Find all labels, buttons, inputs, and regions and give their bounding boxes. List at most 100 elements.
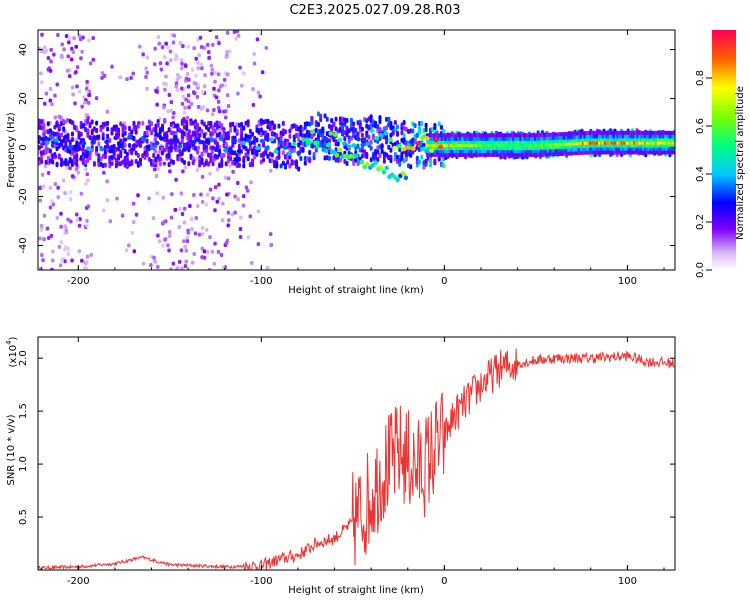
spectrogram-cell <box>371 133 375 139</box>
spectrogram-cell <box>559 148 562 153</box>
spectrogram-cell <box>528 146 531 151</box>
spectrogram-cell <box>349 135 353 141</box>
spectrogram-cell <box>603 150 606 155</box>
spectrogram-cell <box>80 147 85 152</box>
spectrogram-cell <box>524 133 528 138</box>
spectrogram-cell <box>572 135 575 140</box>
spectrogram-cell <box>180 101 185 106</box>
spectrogram-cell <box>87 93 92 98</box>
spectrogram-cell <box>649 140 652 145</box>
spectrogram-cell <box>153 137 158 142</box>
spectrogram-cell <box>625 146 628 151</box>
spectrogram-cell <box>654 130 658 135</box>
spectrogram-cell <box>123 130 127 136</box>
spectrogram-cell <box>61 178 66 183</box>
spectrogram-cell <box>152 62 157 67</box>
spectrogram-cell <box>117 131 121 137</box>
spectrogram-blob <box>172 135 178 140</box>
spectrogram-cell <box>537 140 540 145</box>
spectrogram-cell <box>213 241 217 246</box>
snr-y-label: SNR (10 * v/v) <box>6 414 17 485</box>
spectrogram-cell <box>427 149 431 154</box>
spectrogram-cell <box>145 152 149 158</box>
spectrogram-cell <box>431 136 434 141</box>
spectrogram-x-tick-label: -100 <box>250 276 273 287</box>
spectrogram-cell <box>180 66 184 71</box>
spectrogram-cell <box>200 225 205 230</box>
spectrogram-cell <box>192 251 196 256</box>
spectrogram-cell <box>636 134 639 139</box>
spectrogram-cell <box>550 136 553 141</box>
spectrogram-cell <box>636 150 639 155</box>
spectrogram-cell <box>521 143 524 148</box>
spectrogram-cell <box>515 140 518 145</box>
spectrogram-cell <box>532 133 535 138</box>
spectrogram-cell <box>180 61 184 66</box>
spectrogram-cell <box>192 46 196 51</box>
spectrogram-cell <box>176 73 180 78</box>
spectrogram-cell <box>433 125 437 131</box>
spectrogram-cell <box>73 125 77 131</box>
spectrogram-cell <box>237 162 241 168</box>
spectrogram-cell <box>53 181 58 186</box>
spectrogram-cell <box>200 246 205 251</box>
spectrogram-cell <box>455 133 458 138</box>
spectrogram-frame <box>37 29 676 271</box>
spectrogram-cell <box>631 146 634 151</box>
spectrogram-cell <box>196 145 201 150</box>
spectrogram-cell <box>240 128 244 134</box>
spectrogram-y-tick-label: 40 <box>18 43 29 56</box>
spectrogram-cell <box>195 156 199 161</box>
spectrogram-blob <box>424 136 430 141</box>
spectrogram-cell <box>499 146 502 151</box>
spectrogram-cell <box>598 146 601 151</box>
spectrogram-cell <box>539 142 542 147</box>
spectrogram-cell <box>217 88 221 93</box>
spectrogram-cell <box>550 152 553 157</box>
spectrogram-cell <box>651 143 654 148</box>
spectrogram-cell <box>457 149 460 154</box>
spectrogram-cell <box>636 137 639 142</box>
spectrogram-cell <box>466 136 469 141</box>
spectrogram-cell <box>605 150 608 155</box>
spectrogram-cell <box>612 150 615 155</box>
spectrogram-cell <box>391 130 395 136</box>
spectrogram-cell <box>519 146 522 151</box>
spectrogram-cell <box>638 140 641 145</box>
spectrogram-cell <box>605 134 608 139</box>
spectrogram-cell <box>653 140 656 145</box>
spectrogram-cell <box>200 151 204 157</box>
spectrogram-cell <box>68 166 72 171</box>
spectrogram-cell <box>429 146 432 151</box>
snr-x-tick-label: -100 <box>250 576 273 587</box>
spectrogram-cell <box>457 136 460 141</box>
spectrogram-cell <box>288 133 292 139</box>
spectrogram-blob <box>410 146 416 151</box>
spectrogram-cell <box>246 119 250 125</box>
spectrogram-cell <box>621 146 625 151</box>
spectrogram-blob <box>401 146 407 152</box>
spectrogram-cell <box>512 149 515 154</box>
spectrogram-cell <box>94 96 99 101</box>
spectrogram-cell <box>185 115 190 120</box>
spectrogram-cell <box>387 144 391 150</box>
spectrogram-cell <box>69 57 74 62</box>
spectrogram-cell <box>238 226 243 231</box>
spectrogram-cell <box>192 81 197 86</box>
spectrogram-cell <box>225 192 229 197</box>
spectrogram-cell <box>638 150 641 155</box>
spectrogram-cell <box>491 136 495 141</box>
spectrogram-cell <box>215 199 220 204</box>
spectrogram-cell <box>552 148 555 153</box>
spectrogram-cell <box>473 149 476 154</box>
spectrogram-cell <box>567 131 570 136</box>
spectrogram-cell <box>574 135 577 140</box>
spectrogram-cell <box>203 73 207 78</box>
spectrogram-branch <box>365 161 370 167</box>
spectrogram-cell <box>660 146 663 151</box>
spectrogram-cell <box>83 100 87 105</box>
spectrogram-cell <box>534 133 537 138</box>
spectrogram-cell <box>89 252 94 257</box>
spectrogram-cell <box>211 125 215 131</box>
spectrogram-cell <box>100 75 104 80</box>
